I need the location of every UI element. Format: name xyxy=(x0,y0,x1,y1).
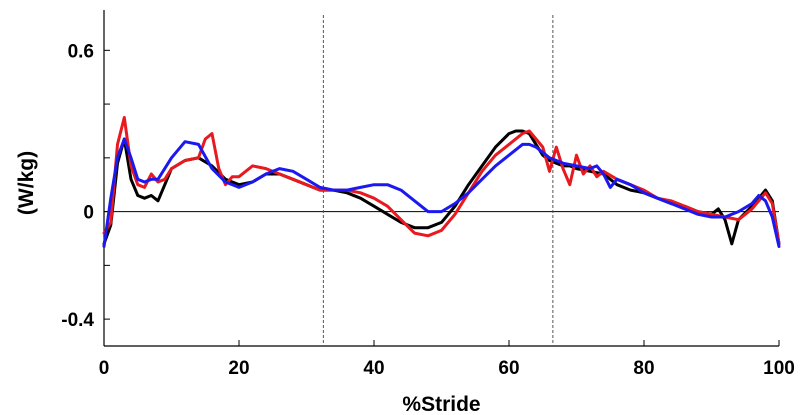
guides xyxy=(104,15,779,346)
y-axis-title: (W/kg) xyxy=(15,151,38,215)
series-line-2 xyxy=(102,137,781,248)
series-line-1 xyxy=(102,116,781,246)
y-tick-label: -0.4 xyxy=(61,310,94,331)
x-tick-label: 60 xyxy=(498,358,519,379)
x-axis-title: %Stride xyxy=(402,393,480,415)
axis-ticks xyxy=(103,49,780,346)
plot-frame xyxy=(103,10,779,347)
x-tick-label: 20 xyxy=(228,358,249,379)
x-tick-label: 80 xyxy=(633,358,654,379)
series-lines xyxy=(102,116,781,248)
y-tick-label: 0 xyxy=(83,203,94,224)
x-tick-label: 0 xyxy=(99,358,110,379)
tick-labels: 0 20 40 60 80 100 -0.4 0 0.6 xyxy=(61,41,795,379)
series-line-0 xyxy=(102,129,781,246)
x-tick-label: 40 xyxy=(363,358,384,379)
x-tick-label: 100 xyxy=(763,358,795,379)
y-tick-label: 0.6 xyxy=(68,41,94,62)
